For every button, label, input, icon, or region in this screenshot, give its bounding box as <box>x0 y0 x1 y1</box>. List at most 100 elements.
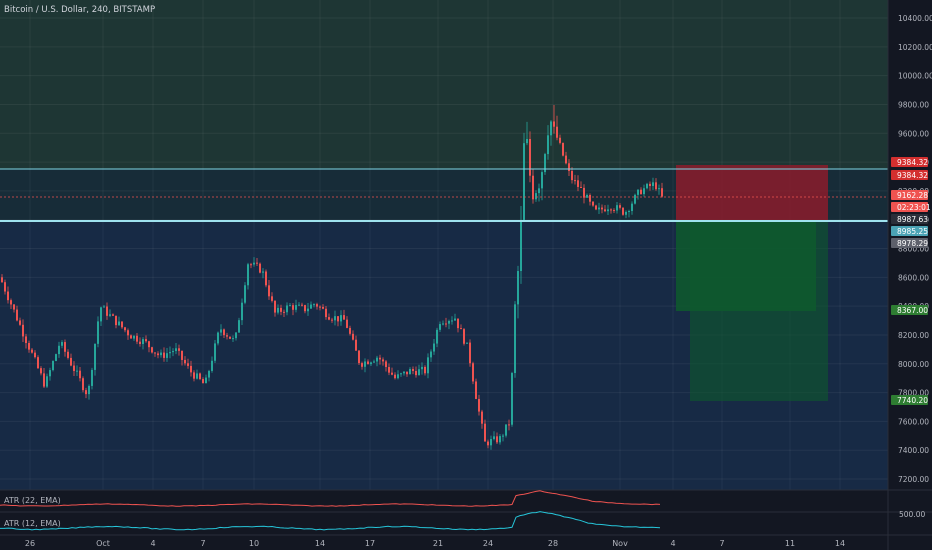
candle-body <box>127 330 129 336</box>
price-tag: 8978.29 <box>891 238 928 248</box>
price-tag: 9384.32 <box>891 157 928 167</box>
candle-body <box>352 333 354 340</box>
candle-body <box>40 368 42 374</box>
svg-text:8367.00: 8367.00 <box>897 306 928 315</box>
candle-body <box>409 369 411 375</box>
candle-body <box>208 370 210 378</box>
candle-body <box>661 188 663 197</box>
candle-body <box>427 357 429 374</box>
candle-body <box>613 210 615 212</box>
candle-body <box>55 354 57 361</box>
candle-body <box>163 352 165 358</box>
candle-body <box>445 323 447 325</box>
candle-body <box>151 347 153 353</box>
atr-12-line <box>0 511 661 531</box>
candle-body <box>58 345 60 355</box>
candle-body <box>109 314 111 316</box>
candle-body <box>337 316 339 322</box>
candle-body <box>256 262 258 264</box>
atr-axis-label: 500.00 <box>899 510 925 519</box>
candle-body <box>436 329 438 344</box>
candle-body <box>289 305 291 307</box>
candle-body <box>211 360 213 371</box>
price-axis-bg <box>888 0 932 550</box>
candle-body <box>433 343 435 352</box>
atr-12-label[interactable]: ATR (12, EMA) <box>4 519 61 528</box>
candle-body <box>193 372 195 379</box>
candle-body <box>499 436 501 443</box>
candle-body <box>550 121 552 136</box>
candle-body <box>223 329 225 336</box>
time-axis[interactable]: 26 Oct 4 7 10 14 17 21 24 28 Nov 4 7 11 14 <box>25 539 845 548</box>
candle-body <box>259 263 261 273</box>
svg-text:9384.32: 9384.32 <box>897 171 928 180</box>
candle-body <box>184 359 186 364</box>
candle-body <box>124 327 126 331</box>
candle-body <box>400 373 402 375</box>
candle-body <box>649 183 651 186</box>
atr-22-label[interactable]: ATR (22, EMA) <box>4 496 61 505</box>
candle-body <box>508 424 510 426</box>
candle-body <box>76 370 78 372</box>
symbol-title[interactable]: Bitcoin / U.S. Dollar, 240, BITSTAMP <box>4 5 155 15</box>
candle-body <box>1 277 3 283</box>
candle-body <box>520 220 522 272</box>
candle-body <box>28 343 30 350</box>
candle-body <box>547 135 549 155</box>
candle-body <box>358 350 360 364</box>
time-tick-label: 17 <box>365 539 375 548</box>
candle-body <box>652 182 654 186</box>
candle-body <box>535 193 537 200</box>
candle-body <box>292 305 294 310</box>
candle-body <box>310 304 312 309</box>
time-tick-label: Nov <box>612 539 628 548</box>
candle-body <box>196 373 198 379</box>
price-tick-label: 10400.00 <box>898 14 932 23</box>
upper-zone-band <box>0 0 888 169</box>
candle-body <box>331 319 333 321</box>
time-tick-label: 28 <box>548 539 558 548</box>
candle-body <box>565 155 567 164</box>
candle-body <box>277 307 279 313</box>
candle-body <box>319 306 321 308</box>
candle-body <box>430 351 432 358</box>
candle-body <box>451 320 453 322</box>
price-tag: 8367.00 <box>891 305 928 315</box>
svg-text:02:23:01: 02:23:01 <box>897 203 931 212</box>
candle-body <box>601 207 603 210</box>
candle-body <box>247 264 249 286</box>
candle-body <box>490 439 492 446</box>
candle-body <box>322 306 324 309</box>
candle-body <box>286 305 288 313</box>
candle-body <box>88 385 90 395</box>
candle-body <box>448 320 450 324</box>
candle-body <box>235 332 237 339</box>
price-tag: 7740.20 <box>891 395 928 405</box>
candle-body <box>340 315 342 322</box>
price-tick-label: 9800.00 <box>898 100 929 109</box>
candle-body <box>580 186 582 188</box>
candle-body <box>484 423 486 442</box>
candle-body <box>523 143 525 221</box>
stop-loss-zone[interactable] <box>676 165 828 222</box>
candle-body <box>496 436 498 443</box>
candle-body <box>397 374 399 379</box>
candle-body <box>406 371 408 375</box>
candle-body <box>361 363 363 367</box>
candle-body <box>616 205 618 211</box>
candle-body <box>439 324 441 330</box>
candle-body <box>637 189 639 195</box>
time-tick-label: 26 <box>25 539 35 548</box>
candle-body <box>475 381 477 399</box>
candle-body <box>295 305 297 310</box>
candle-body <box>469 342 471 364</box>
take-profit-zone-2[interactable] <box>690 222 828 401</box>
candle-body <box>268 285 270 297</box>
candle-body <box>307 308 309 312</box>
candle-body <box>571 170 573 181</box>
candle-body <box>598 207 600 210</box>
candle-body <box>388 367 390 373</box>
candle-body <box>253 262 255 265</box>
candle-body <box>643 188 645 195</box>
